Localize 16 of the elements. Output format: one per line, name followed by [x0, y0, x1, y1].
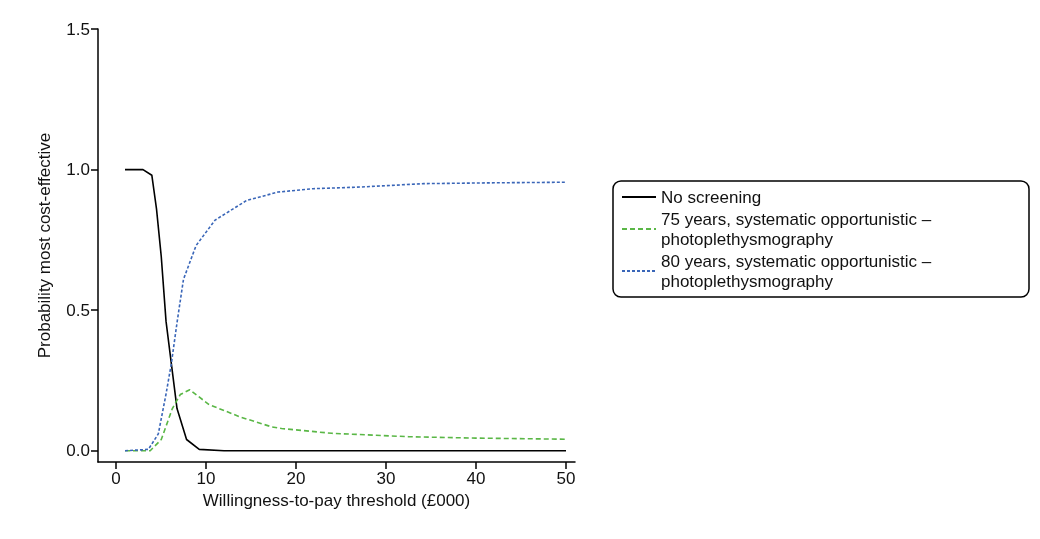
x-tick-label: 10	[196, 469, 216, 488]
x-tick-label: 50	[556, 469, 576, 488]
y-tick-label: 1.0	[66, 160, 90, 180]
y-tick-label: 1.5	[66, 19, 90, 39]
line-series	[124, 388, 567, 452]
x-tick-label: 40	[466, 469, 486, 488]
y-tick-label: 0.0	[66, 441, 90, 461]
x-tick-label: 20	[286, 469, 306, 488]
y-axis-title: Probability most cost-effective	[35, 132, 54, 359]
y-tick-label: 0.5	[66, 300, 90, 320]
x-tick-label: 30	[376, 469, 396, 488]
legend-label: No screening	[661, 187, 762, 207]
legend-label: 80 years, systematic opportunistic – photoplethysmography	[661, 251, 936, 291]
x-axis-title: Willingness-to-pay threshold (£000)	[202, 491, 471, 510]
legend-label: 75 years, systematic opportunistic – photoplethysmography	[661, 209, 936, 249]
x-tick-label: 0	[111, 469, 121, 488]
